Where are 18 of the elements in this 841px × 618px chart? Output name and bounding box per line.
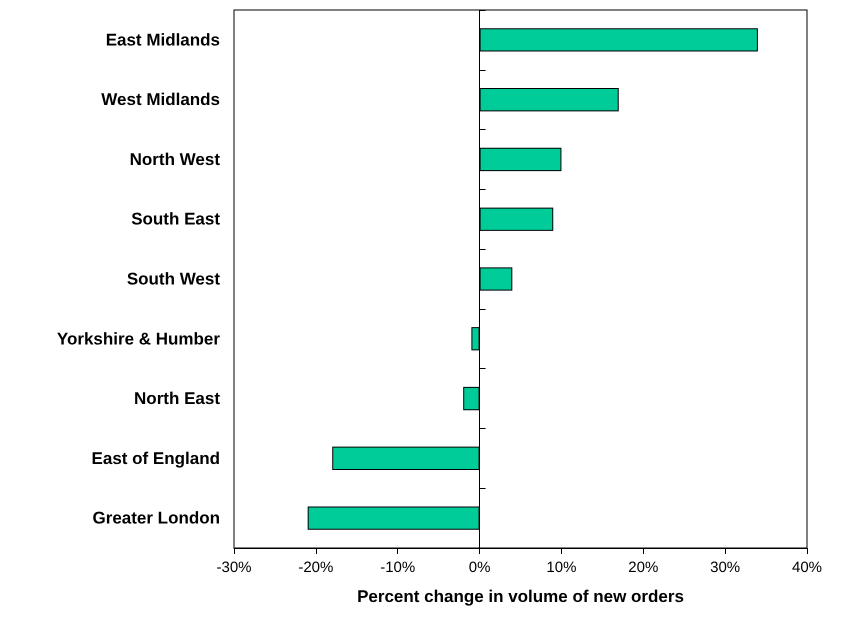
y-tick-label: Greater London xyxy=(92,508,220,528)
y-tick-label: South West xyxy=(126,270,220,288)
x-tick-label: -20% xyxy=(298,559,334,576)
y-tick-label: West Midlands xyxy=(101,90,220,110)
y-tick-label: East Midlands xyxy=(106,30,220,50)
x-axis-title: Percent change in volume of new orders xyxy=(357,587,684,606)
y-tick-label: South East xyxy=(131,210,220,229)
x-tick-label: 30% xyxy=(710,559,740,576)
y-tick-label: North West xyxy=(130,150,220,169)
x-tick-label: 0% xyxy=(468,559,490,576)
x-tick-label: 20% xyxy=(628,559,658,576)
x-tick-label: -10% xyxy=(380,559,416,576)
x-tick-label: 10% xyxy=(546,559,576,576)
y-tick-label: East of England xyxy=(92,448,220,468)
x-tick-label: 40% xyxy=(792,559,822,576)
x-tick-label: -30% xyxy=(216,559,252,576)
y-tick-label: Yorkshire & Humber xyxy=(56,329,220,348)
y-tick-label: North East xyxy=(134,389,220,408)
